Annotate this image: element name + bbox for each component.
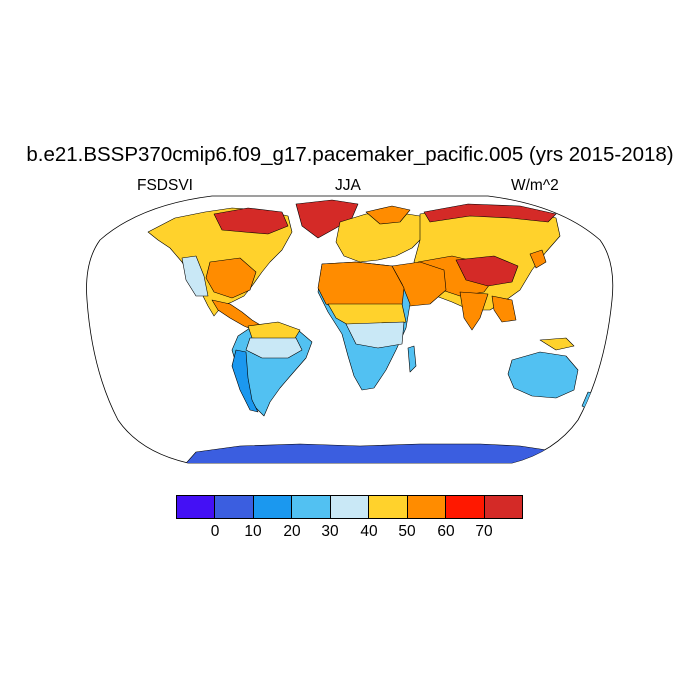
land-tibet <box>455 255 519 287</box>
colorbar-tick-label: 0 <box>210 523 220 540</box>
colorbar-tick-label: 30 <box>321 523 339 540</box>
land-sa-west <box>231 349 259 413</box>
land-sa-amazon <box>245 337 303 359</box>
land-siberia-coast <box>423 203 557 223</box>
map-title: b.e21.BSSP370cmip6.f09_g17.pacemaker_pac… <box>26 143 674 166</box>
colorbar-tick-label: 10 <box>244 523 262 540</box>
colorbar-swatch <box>368 495 408 519</box>
land-southeast-asia <box>491 295 517 323</box>
colorbar-tick-label: 70 <box>475 523 493 540</box>
colorbar-tick-label: 60 <box>437 523 455 540</box>
land-australia <box>507 351 579 399</box>
colorbar-swatch <box>176 495 216 519</box>
colorbar-swatch <box>214 495 254 519</box>
season-label: JJA <box>335 177 361 194</box>
variable-label: FSDSVI <box>137 177 193 194</box>
land-west-coast <box>181 255 209 297</box>
colorbar-swatch <box>329 495 370 519</box>
colorbar <box>176 495 523 519</box>
land-india <box>459 291 489 331</box>
colorbar-tick-label: 40 <box>360 523 378 540</box>
colorbar-tick-label: 20 <box>283 523 301 540</box>
colorbar-swatch <box>445 495 485 519</box>
colorbar-swatch <box>252 495 293 519</box>
land-madagascar <box>407 345 417 373</box>
land-us-interior <box>205 257 257 299</box>
colorbar-swatch <box>291 495 331 519</box>
colorbar-swatch <box>406 495 447 519</box>
colorbar-swatch <box>483 495 523 519</box>
land-central-africa <box>345 321 405 349</box>
land-new-guinea <box>539 337 575 351</box>
land-canada-arctic <box>213 207 289 235</box>
units-label: W/m^2 <box>511 177 559 194</box>
colorbar-tick-label: 50 <box>398 523 416 540</box>
land-scandinavia <box>365 205 411 225</box>
land-antarctica <box>179 443 561 463</box>
land-japan <box>529 249 547 269</box>
